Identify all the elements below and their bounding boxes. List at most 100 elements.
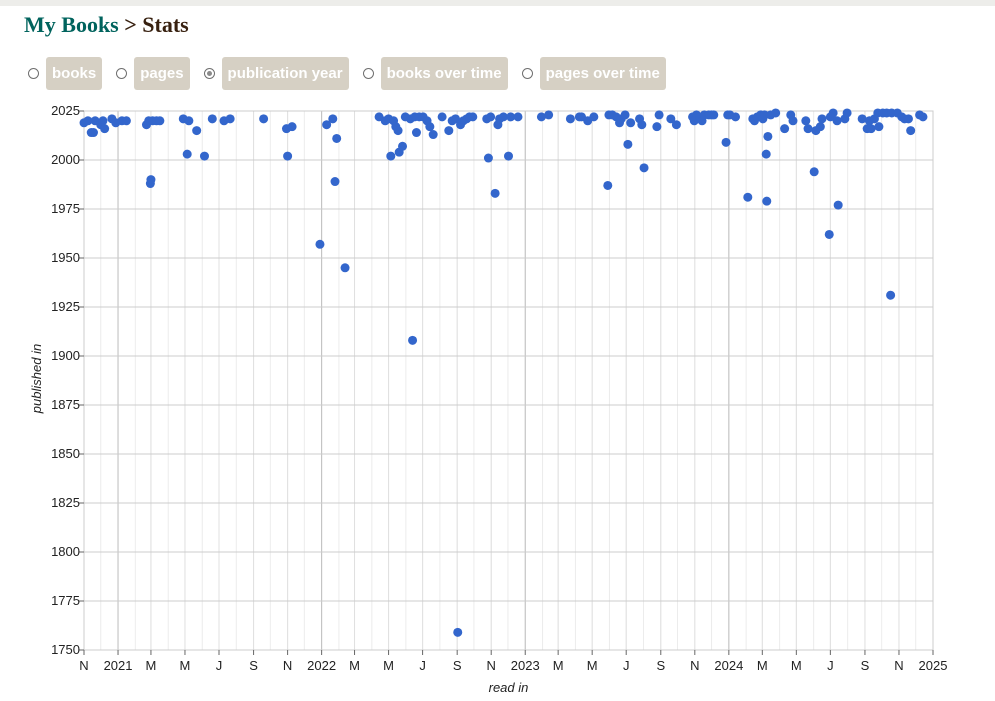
x-tick-label: 2022: [307, 658, 336, 673]
x-tick-label: 2023: [511, 658, 540, 673]
data-point: [121, 116, 131, 126]
data-point: [504, 151, 513, 161]
x-tick-label: S: [453, 658, 462, 673]
y-tick-label: 1950: [51, 250, 80, 265]
data-point: [637, 120, 647, 130]
data-point: [486, 112, 496, 122]
option-books-over-time[interactable]: books over time: [362, 56, 508, 90]
data-point: [386, 151, 396, 161]
data-point: [483, 153, 493, 163]
pages-option-label[interactable]: pages: [134, 56, 190, 90]
pages-over-time-option-label[interactable]: pages over time: [539, 56, 666, 90]
data-point: [207, 114, 217, 124]
data-point: [192, 126, 202, 136]
data-point: [490, 188, 500, 198]
publication-year-option-label[interactable]: publication year: [221, 56, 349, 90]
y-tick-label: 1800: [51, 544, 80, 559]
y-tick-label: 1925: [51, 299, 80, 314]
data-point: [146, 175, 156, 185]
x-tick-label: N: [690, 658, 699, 673]
data-point: [536, 112, 546, 122]
option-publication-year[interactable]: publication year: [203, 56, 349, 90]
x-tick-label: M: [146, 658, 157, 673]
breadcrumb: My Books > Stats: [24, 12, 189, 38]
x-tick-label: N: [79, 658, 88, 673]
option-pages-over-time[interactable]: pages over time: [521, 56, 666, 90]
data-point: [824, 229, 834, 239]
breadcrumb-home-link[interactable]: My Books: [24, 12, 119, 37]
x-tick-label: 2021: [104, 658, 133, 673]
x-tick-label: M: [383, 658, 394, 673]
stats-view-options: books pages publication year books over …: [28, 56, 680, 90]
pages-radio[interactable]: [116, 67, 128, 79]
data-point: [761, 149, 771, 159]
pages-over-time-radio[interactable]: [521, 67, 533, 79]
y-tick-label: 1775: [51, 593, 80, 608]
data-point: [815, 122, 825, 132]
data-point: [832, 116, 842, 126]
option-pages[interactable]: pages: [116, 56, 190, 90]
data-point: [259, 114, 269, 124]
data-point: [322, 120, 332, 130]
x-tick-label: N: [894, 658, 903, 673]
data-point: [731, 112, 741, 122]
data-point: [393, 126, 403, 136]
data-point: [639, 163, 649, 173]
data-point: [451, 114, 461, 124]
data-point: [803, 124, 813, 134]
x-tick-label: M: [791, 658, 802, 673]
data-point: [771, 108, 781, 118]
data-point: [283, 151, 293, 161]
y-tick-label: 1825: [51, 495, 80, 510]
data-point: [671, 120, 681, 130]
books-radio[interactable]: [28, 67, 39, 79]
data-point: [886, 290, 896, 300]
books-over-time-option-label[interactable]: books over time: [380, 56, 508, 90]
x-tick-label: S: [249, 658, 258, 673]
data-point: [743, 192, 753, 202]
x-tick-label: J: [419, 658, 426, 673]
y-tick-label: 2000: [51, 152, 80, 167]
data-point: [666, 114, 676, 124]
y-tick-label: 1975: [51, 201, 80, 216]
x-tick-label: S: [861, 658, 870, 673]
data-point: [652, 122, 662, 132]
x-tick-label: J: [827, 658, 834, 673]
y-tick-label: 1875: [51, 397, 80, 412]
data-point: [589, 112, 599, 122]
data-point: [287, 122, 297, 132]
x-tick-label: N: [283, 658, 292, 673]
books-option-label[interactable]: books: [46, 56, 103, 90]
books-over-time-radio[interactable]: [362, 67, 374, 79]
x-tick-label: J: [216, 658, 223, 673]
data-point: [565, 114, 575, 124]
data-point: [437, 112, 447, 122]
data-point: [513, 112, 523, 122]
data-point: [155, 116, 165, 126]
data-point: [425, 122, 435, 132]
x-tick-label: S: [656, 658, 665, 673]
data-point: [398, 141, 408, 151]
x-tick-label: 2024: [714, 658, 743, 673]
data-point: [654, 110, 664, 120]
top-bar: [0, 0, 995, 6]
data-point: [817, 114, 827, 124]
y-tick-label: 1850: [51, 446, 80, 461]
y-tick-label: 1900: [51, 348, 80, 363]
x-tick-label: N: [487, 658, 496, 673]
data-point: [801, 116, 811, 126]
data-point: [330, 177, 340, 187]
data-point: [453, 627, 463, 637]
data-point: [918, 112, 928, 122]
data-point: [857, 114, 867, 124]
data-point: [340, 263, 350, 273]
data-point: [411, 128, 421, 138]
data-point: [620, 110, 630, 120]
y-axis-title: published in: [29, 344, 44, 414]
publication-year-radio[interactable]: [203, 67, 215, 79]
x-tick-label: M: [587, 658, 598, 673]
x-tick-label: M: [349, 658, 360, 673]
data-point: [874, 122, 884, 132]
option-books[interactable]: books: [28, 56, 103, 90]
data-point: [603, 180, 613, 190]
